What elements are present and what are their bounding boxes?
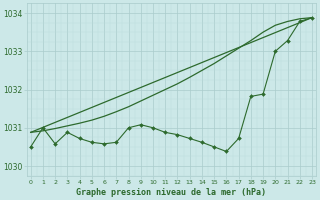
X-axis label: Graphe pression niveau de la mer (hPa): Graphe pression niveau de la mer (hPa) xyxy=(76,188,266,197)
